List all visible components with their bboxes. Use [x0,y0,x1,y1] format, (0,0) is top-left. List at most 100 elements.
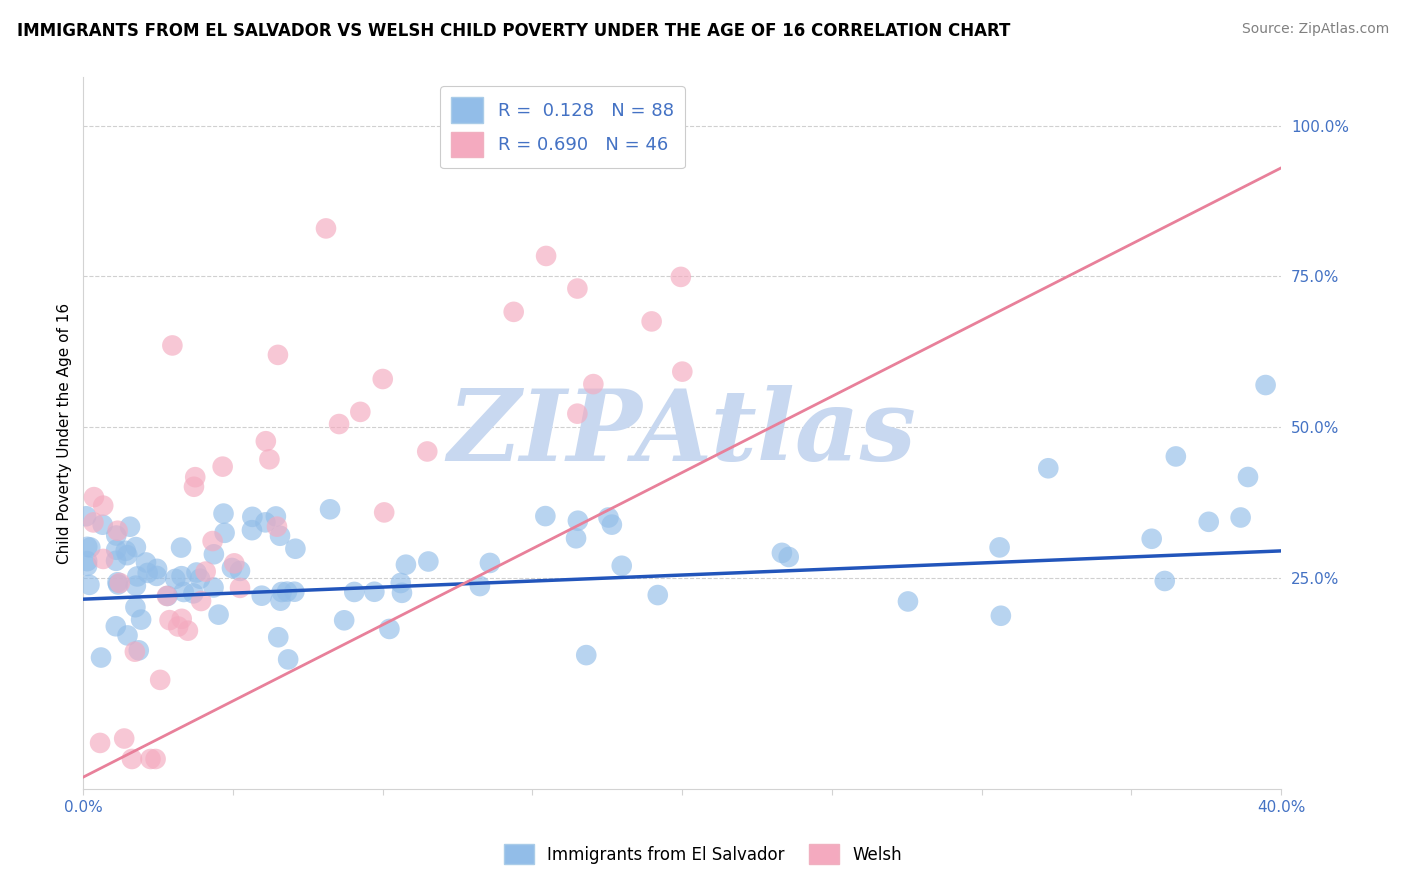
Point [283,584,305,599]
Point [183,586,205,600]
Point [378,622,401,636]
Point [582,377,605,392]
Point [156,589,179,603]
Point [117,548,139,562]
Point [214,525,236,540]
Point [478,556,501,570]
Point [647,588,669,602]
Point [156,589,179,603]
Point [190,594,212,608]
Point [114,543,136,558]
Point [333,613,356,627]
Point [565,531,588,545]
Point [167,619,190,633]
Point [1237,470,1260,484]
Point [250,589,273,603]
Point [186,566,208,580]
Point [264,509,287,524]
Point [139,752,162,766]
Point [170,612,193,626]
Point [202,581,225,595]
Point [371,372,394,386]
Point [276,584,298,599]
Point [211,459,233,474]
Point [229,564,252,578]
Point [270,585,292,599]
Point [108,576,131,591]
Point [1038,461,1060,475]
Point [124,600,146,615]
Point [319,502,342,516]
Point [188,572,211,586]
Point [118,519,141,533]
Point [83,490,105,504]
Point [502,305,524,319]
Point [277,652,299,666]
Point [129,613,152,627]
Point [105,528,128,542]
Point [1229,510,1251,524]
Point [104,619,127,633]
Point [125,540,148,554]
Point [128,643,150,657]
Point [240,509,263,524]
Point [259,452,281,467]
Point [212,507,235,521]
Point [162,338,184,352]
Point [149,673,172,687]
Point [1153,574,1175,588]
Point [598,510,620,524]
Point [267,630,290,644]
Point [184,470,207,484]
Point [671,365,693,379]
Point [610,558,633,573]
Point [373,505,395,519]
Point [201,534,224,549]
Point [91,517,114,532]
Point [91,552,114,566]
Point [127,569,149,583]
Point [76,540,98,554]
Point [177,624,200,638]
Point [669,269,692,284]
Point [221,561,243,575]
Point [770,546,793,560]
Point [600,517,623,532]
Point [240,523,263,537]
Point [183,480,205,494]
Point [1164,450,1187,464]
Point [165,572,187,586]
Point [124,645,146,659]
Point [567,281,589,295]
Text: IMMIGRANTS FROM EL SALVADOR VS WELSH CHILD POVERTY UNDER THE AGE OF 16 CORRELATI: IMMIGRANTS FROM EL SALVADOR VS WELSH CHI… [17,22,1011,40]
Point [89,736,111,750]
Point [82,516,104,530]
Point [105,542,128,557]
Point [173,585,195,599]
Point [136,566,159,580]
Point [207,607,229,622]
Point [567,407,589,421]
Point [135,556,157,570]
Point [284,541,307,556]
Point [90,650,112,665]
Point [418,554,440,568]
Point [990,608,1012,623]
Point [79,541,101,555]
Point [534,509,557,524]
Point [267,348,290,362]
Point [194,565,217,579]
Legend: R =  0.128   N = 88, R = 0.690   N = 46: R = 0.128 N = 88, R = 0.690 N = 46 [440,87,685,169]
Point [254,434,277,449]
Text: ZIPAtlas: ZIPAtlas [447,385,917,482]
Point [145,569,167,583]
Point [254,516,277,530]
Point [988,541,1011,555]
Point [659,148,682,162]
Point [117,628,139,642]
Point [145,752,167,766]
Point [778,549,800,564]
Point [229,581,252,595]
Point [363,584,385,599]
Point [349,405,371,419]
